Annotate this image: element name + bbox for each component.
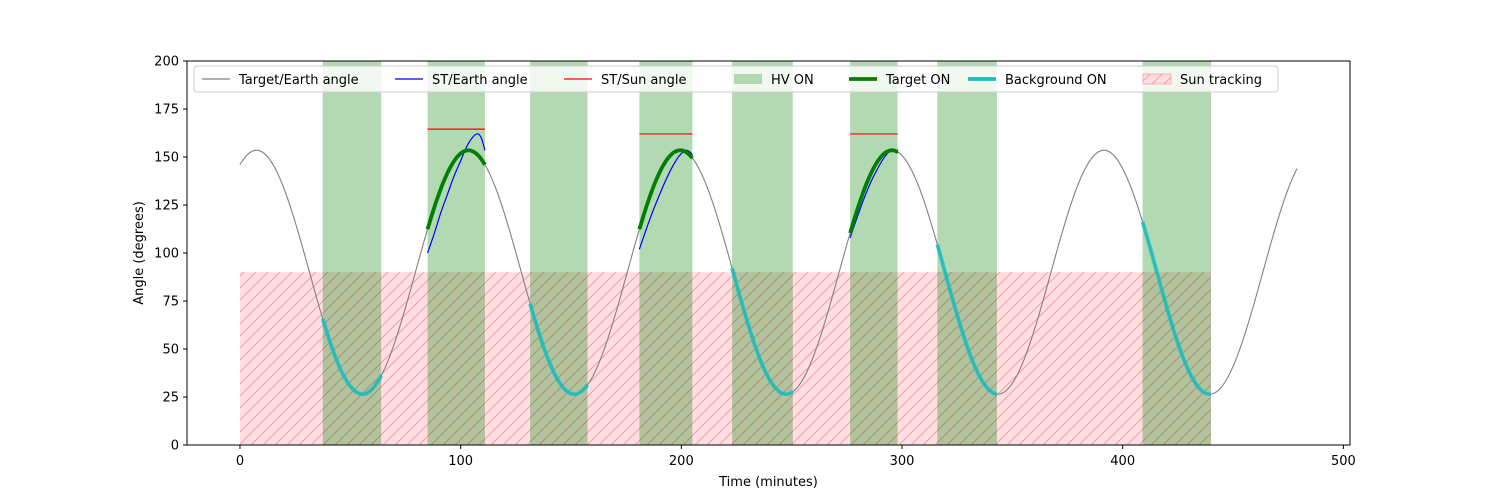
- legend-swatch-hv-on: [734, 74, 762, 84]
- hv-on-band-2: [427, 61, 485, 445]
- x-tick-label-300: 300: [890, 454, 915, 469]
- legend-label-st-sun-angle: ST/Sun angle: [601, 73, 687, 88]
- hv-on-band-5: [732, 61, 793, 445]
- legend-label-hv-on: HV ON: [771, 73, 814, 88]
- hv-on-band-1: [322, 61, 382, 445]
- sun-tracking-hatch: [239, 272, 1211, 445]
- y-tick-label-25: 25: [162, 391, 179, 406]
- x-tick-label-0: 0: [236, 454, 244, 469]
- st-earth-angle-line-1: [426, 133, 486, 254]
- legend-label-target-earth-angle: Target/Earth angle: [238, 73, 359, 88]
- hv-on-band-8: [1142, 61, 1211, 445]
- target-on-segment-2: [637, 148, 694, 230]
- y-tick-label-150: 150: [154, 151, 179, 166]
- y-tick-label-75: 75: [162, 295, 179, 310]
- background-on-segment-5: [1140, 221, 1212, 397]
- y-tick-label-100: 100: [154, 247, 179, 262]
- legend-swatch-hatch-sun-tracking: [1143, 74, 1171, 84]
- y-tick-label-175: 175: [154, 103, 179, 118]
- hv-on-band-7: [937, 61, 997, 445]
- x-tick-label-500: 500: [1331, 454, 1356, 469]
- target-on-segment-1: [425, 148, 487, 230]
- legend-label-background-on: Background ON: [1005, 73, 1107, 88]
- hv-on-band-4: [639, 61, 693, 445]
- background-on-segment-3: [730, 267, 794, 397]
- background-on-segment-1: [320, 318, 383, 397]
- legend-label-sun-tracking: Sun tracking: [1180, 73, 1262, 88]
- y-tick-label-50: 50: [162, 343, 179, 358]
- legend-label-st-earth-angle: ST/Earth angle: [432, 73, 528, 88]
- x-tick-label-400: 400: [1110, 454, 1135, 469]
- background-on-segment-2: [528, 303, 590, 397]
- x-tick-label-100: 100: [448, 454, 473, 469]
- y-axis-label: Angle (degrees): [132, 201, 147, 305]
- hv-on-band-3: [530, 61, 588, 445]
- y-tick-label-125: 125: [154, 199, 179, 214]
- y-tick-label-0: 0: [171, 439, 179, 454]
- x-tick-label-200: 200: [669, 454, 694, 469]
- y-tick-label-200: 200: [154, 55, 179, 70]
- st-earth-angle-line-2: [638, 149, 693, 250]
- hv-on-band-6: [850, 61, 898, 445]
- x-axis-label: Time (minutes): [718, 475, 818, 490]
- legend-label-target-on: Target ON: [885, 73, 950, 88]
- background-on-segment-4: [935, 243, 998, 396]
- target-on-segment-3: [848, 148, 899, 234]
